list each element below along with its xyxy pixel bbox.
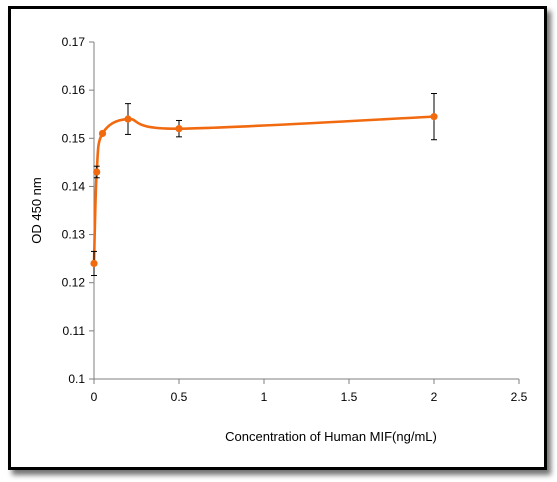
- axes: [89, 41, 520, 384]
- y-tick-label: 0.16: [62, 83, 86, 97]
- x-axis-label: Concentration of Human MIF(ng/mL): [225, 429, 437, 444]
- y-tick-label: 0.11: [63, 324, 86, 338]
- y-tick-label: 0.13: [62, 228, 86, 242]
- series-line: [92, 115, 435, 264]
- y-tick-label: 0.17: [62, 35, 86, 49]
- y-tick-label: 0.15: [62, 131, 86, 145]
- y-axis-label: OD 450 nm: [29, 177, 44, 243]
- y-tick-label: 0.1: [68, 372, 85, 386]
- x-tick-label: 2: [431, 390, 438, 404]
- y-tick-label: 0.14: [62, 179, 86, 193]
- data-point: [98, 129, 107, 138]
- x-tick-label: 0: [91, 390, 98, 404]
- x-tick-label: 1: [261, 390, 268, 404]
- x-tick-label: 2.5: [511, 390, 528, 404]
- y-tick-label: 0.12: [62, 276, 86, 290]
- data-point: [430, 113, 438, 121]
- data-point: [93, 168, 101, 176]
- x-tick-label: 0.5: [171, 390, 188, 404]
- data-point: [175, 125, 183, 133]
- chart-svg: 0.1 0.11 0.12 0.13 0.14 0.15 0.16 0.17 0 0.5 1 1.5 2…: [29, 35, 528, 444]
- data-point: [90, 259, 98, 268]
- x-tick-label: 1.5: [341, 390, 358, 404]
- data-point: [124, 115, 132, 123]
- data-series: [90, 93, 438, 276]
- tick-labels: 0.1 0.11 0.12 0.13 0.14 0.15 0.16 0.17 0 0.5 1 1.5 2…: [62, 35, 528, 404]
- chart-frame: 0.1 0.11 0.12 0.13 0.14 0.15 0.16 0.17 0 0.5 1 1.5 2…: [8, 6, 547, 470]
